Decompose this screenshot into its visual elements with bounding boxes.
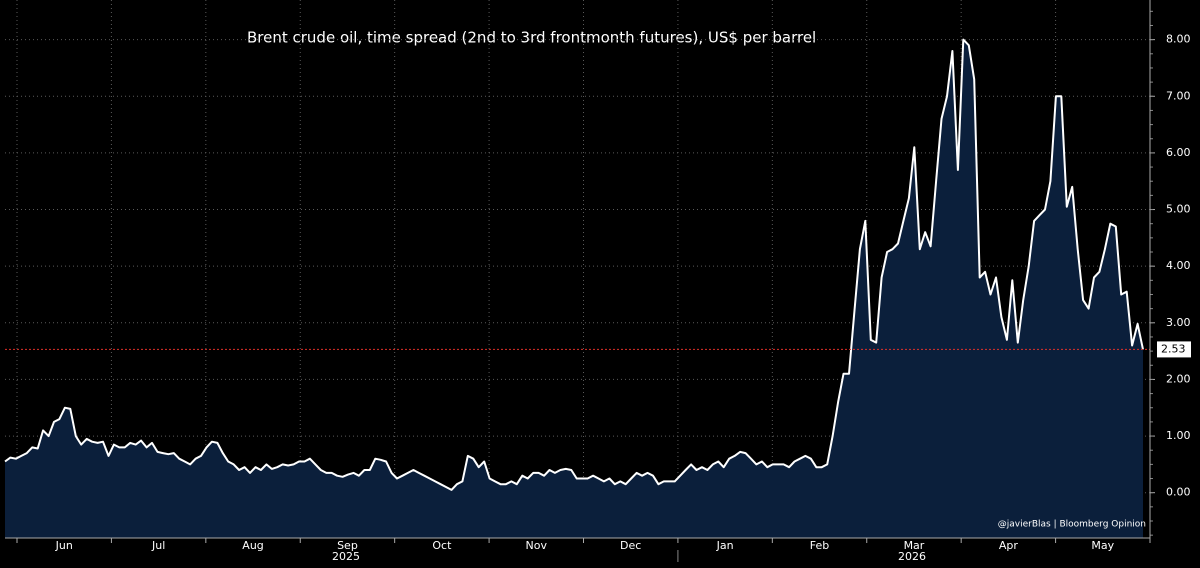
- x-tick-label: Dec: [620, 539, 641, 552]
- x-tick-label: Feb: [810, 539, 829, 552]
- x-tick-label: May: [1091, 539, 1114, 552]
- line: [4, 38, 1144, 491]
- x-tick-label: Jul: [151, 539, 165, 552]
- plot: 0.00 1.00 2.00 3.00 4.00 5.00 6.00 7.00 8.00 2.53…: [4, 0, 1191, 563]
- x-tick-label: Jan: [716, 539, 734, 552]
- y-tick-label: 5.00: [1166, 203, 1191, 216]
- y-tick-label: 8.00: [1166, 33, 1191, 46]
- area: [5, 39, 1143, 538]
- source: @javierBlas | Bloomberg Opinion: [998, 520, 1146, 530]
- chart-title: Brent crude oil, time spread (2nd to 3rd…: [247, 29, 816, 47]
- year-label: 2026: [898, 550, 926, 563]
- x-tick-label: Jun: [55, 539, 73, 552]
- x-tick-label: Nov: [526, 539, 548, 552]
- x-tick-label: Apr: [999, 539, 1019, 552]
- y-tick-label: 0.00: [1166, 486, 1191, 499]
- y-tick-label: 4.00: [1166, 259, 1191, 272]
- last-value-label: 2.53: [1161, 342, 1186, 355]
- y-tick-label: 2.00: [1166, 372, 1191, 385]
- y-tick-label: 6.00: [1166, 146, 1191, 159]
- last-value-box: [1157, 341, 1191, 358]
- x-tick-label: Mar: [904, 539, 925, 552]
- y-tick-label: 7.00: [1166, 89, 1191, 102]
- y-tick-label: 3.00: [1166, 316, 1191, 329]
- year-label: 2025: [332, 550, 360, 563]
- x-tick-label: Sep: [337, 539, 358, 552]
- x-tick-label: Aug: [242, 539, 263, 552]
- y-tick-label: 1.00: [1166, 429, 1191, 442]
- x-tick-label: Oct: [432, 539, 452, 552]
